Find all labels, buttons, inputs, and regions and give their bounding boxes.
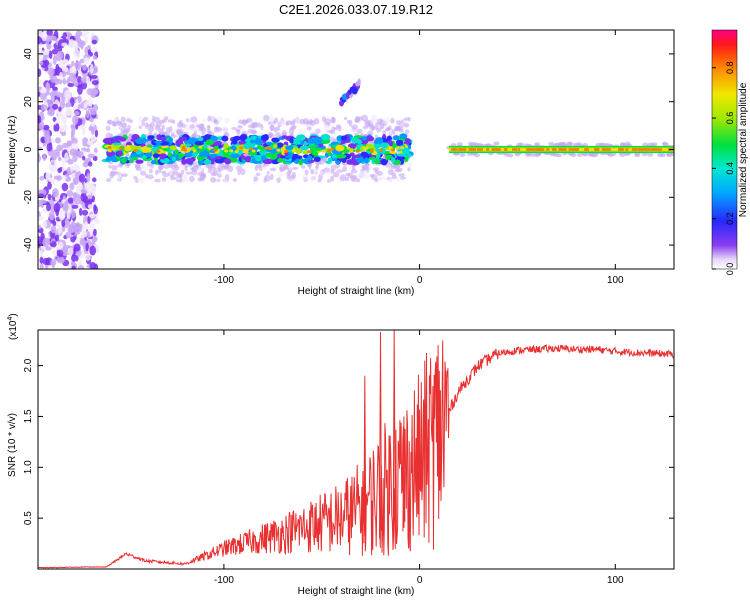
spectrogram-y-tick-label: 40 <box>23 48 34 60</box>
colorbar-tick-label: 0.0 <box>725 263 735 276</box>
spectrogram-x-label: Height of straight line (km) <box>298 286 415 297</box>
colorbar-gradient <box>711 29 738 270</box>
spectrogram-y-tick-label: -20 <box>23 190 34 205</box>
spectrogram-ticks: -100 0 100 -40 -20 0 20 40 <box>23 30 674 286</box>
spectrogram-panel: -100 0 100 -40 -20 0 20 40 Height of straight l… <box>7 29 675 297</box>
snr-y-tick-label: 0.5 <box>23 511 34 525</box>
snr-y-tick-label: 1.5 <box>23 409 34 423</box>
snr-panel: -100 0 100 0.5 1.0 1.5 2.0 Height of straight … <box>7 313 675 597</box>
snr-y-tick-label: 1.0 <box>23 460 34 474</box>
colorbar-ticks: 0.0 0.2 0.4 0.6 0.8 <box>712 61 735 275</box>
colorbar-label: Normalized spectral amplitude <box>738 82 749 217</box>
colorbar-tick-label: 0.6 <box>725 112 735 125</box>
snr-y-label: SNR (10 * v/v) <box>7 413 18 477</box>
scale-exponent: 4 <box>7 317 14 321</box>
scale-close: ) <box>8 313 19 316</box>
spectrogram-heatmap <box>38 30 674 269</box>
spectrogram-y-label: Frequency (Hz) <box>7 116 18 185</box>
snr-x-label: Height of straight line (km) <box>298 586 415 597</box>
spectrogram-x-tick-label: 0 <box>417 275 423 286</box>
snr-y-scale-factor: (x104) <box>7 313 19 340</box>
spectrogram-x-tick-label: -100 <box>214 275 234 286</box>
heatmap-feature-2 <box>101 114 414 185</box>
figure-title: C2E1.2026.033.07.19.R12 <box>279 2 433 17</box>
spectrogram-y-tick-label: -40 <box>23 237 34 252</box>
snr-y-tick-label: 2.0 <box>23 358 34 372</box>
spectrogram-x-tick-label: 100 <box>607 275 624 286</box>
scale-prefix: (x10 <box>8 320 19 340</box>
snr-x-tick-label: 100 <box>607 575 624 586</box>
snr-x-tick-label: -100 <box>214 575 234 586</box>
snr-series-line <box>38 330 674 569</box>
heatmap-feature-4 <box>446 141 674 158</box>
spectrogram-y-tick-label: 20 <box>23 96 34 108</box>
colorbar-tick-label: 0.4 <box>725 162 735 175</box>
svg-text:(x104): (x104) <box>7 313 19 340</box>
snr-frame <box>37 329 675 570</box>
snr-plot-area <box>38 330 674 569</box>
colorbar-tick-label: 0.2 <box>725 212 735 225</box>
spectrogram-y-tick-label: 0 <box>23 146 34 152</box>
colorbar-tick-label: 0.8 <box>725 61 735 74</box>
snr-ticks: -100 0 100 0.5 1.0 1.5 2.0 <box>23 330 674 586</box>
snr-x-tick-label: 0 <box>417 575 423 586</box>
colorbar: 0.0 0.2 0.4 0.6 0.8 Normalized spectral ampl… <box>711 29 749 275</box>
heatmap-feature-1 <box>38 30 100 269</box>
heatmap-feature-3 <box>339 78 361 107</box>
